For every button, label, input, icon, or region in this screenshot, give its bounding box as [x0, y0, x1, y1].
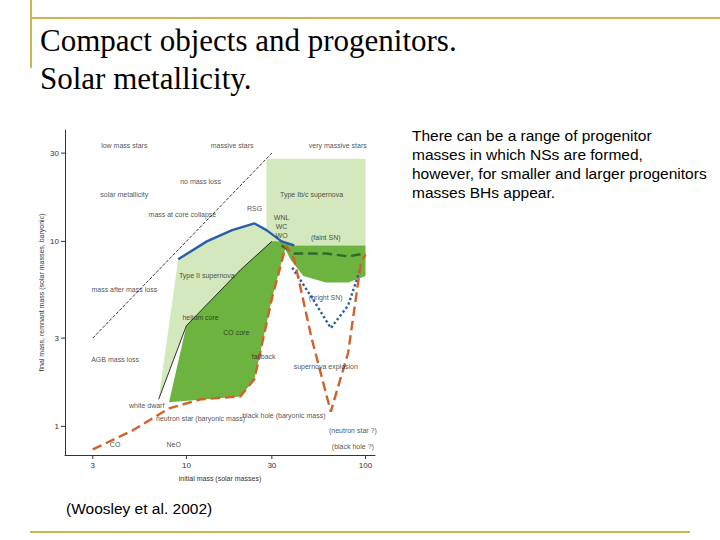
svg-text:3: 3	[91, 461, 96, 470]
svg-text:neutron star (baryonic mass): neutron star (baryonic mass)	[156, 415, 245, 423]
svg-text:helium core: helium core	[182, 314, 218, 321]
svg-text:supernova explosion: supernova explosion	[294, 363, 358, 371]
svg-text:fallback: fallback	[252, 353, 276, 360]
svg-text:AGB mass loss: AGB mass loss	[91, 356, 139, 363]
svg-text:very massive stars: very massive stars	[309, 142, 367, 150]
html-text:There can be a range of progen: There can be a range of progenitor masse…	[412, 127, 707, 201]
svg-text:white dwarf: white dwarf	[128, 402, 164, 409]
svg-text:NeO: NeO	[167, 441, 182, 448]
svg-text:black hole (baryonic mass): black hole (baryonic mass)	[242, 412, 325, 420]
svg-text:WO: WO	[276, 232, 289, 239]
svg-text:WNL: WNL	[274, 214, 290, 221]
svg-text:10: 10	[50, 237, 59, 246]
svg-text:3: 3	[55, 334, 60, 343]
svg-text:(faint SN): (faint SN)	[311, 234, 341, 242]
svg-text:low mass stars: low mass stars	[101, 142, 148, 149]
svg-text:no mass loss: no mass loss	[180, 178, 221, 185]
svg-text:RSG: RSG	[247, 205, 262, 212]
svg-text:(bright SN): (bright SN)	[309, 294, 343, 302]
svg-text:1: 1	[55, 422, 60, 431]
svg-text:mass at core collapse: mass at core collapse	[149, 211, 217, 219]
svg-text:30: 30	[267, 461, 276, 470]
svg-text:100: 100	[359, 461, 373, 470]
svg-text:30: 30	[50, 149, 59, 158]
svg-text:Type Ib/c supernova: Type Ib/c supernova	[280, 191, 343, 199]
svg-text:solar metallicity: solar metallicity	[100, 191, 148, 199]
svg-text:final mass, remnant mass (sola: final mass, remnant mass (solar masses, …	[38, 214, 46, 372]
html-text:(Woosley et al. 2002): (Woosley et al. 2002)	[66, 500, 213, 517]
svg-text:(black hole ?): (black hole ?)	[332, 443, 374, 451]
svg-text:CO core: CO core	[223, 329, 249, 336]
svg-text:initial mass (solar masses): initial mass (solar masses)	[179, 475, 261, 483]
svg-text:Type II supernova: Type II supernova	[179, 272, 235, 280]
svg-text:WC: WC	[276, 223, 288, 230]
html-text:Compact objects and progenitor: Compact objects and progenitors. Solar m…	[40, 23, 457, 96]
svg-text:mass after mass loss: mass after mass loss	[91, 286, 157, 293]
svg-text:10: 10	[182, 461, 191, 470]
svg-text:CO: CO	[110, 441, 121, 448]
svg-text:(neutron star ?): (neutron star ?)	[329, 427, 377, 435]
svg-text:massive stars: massive stars	[211, 142, 254, 149]
